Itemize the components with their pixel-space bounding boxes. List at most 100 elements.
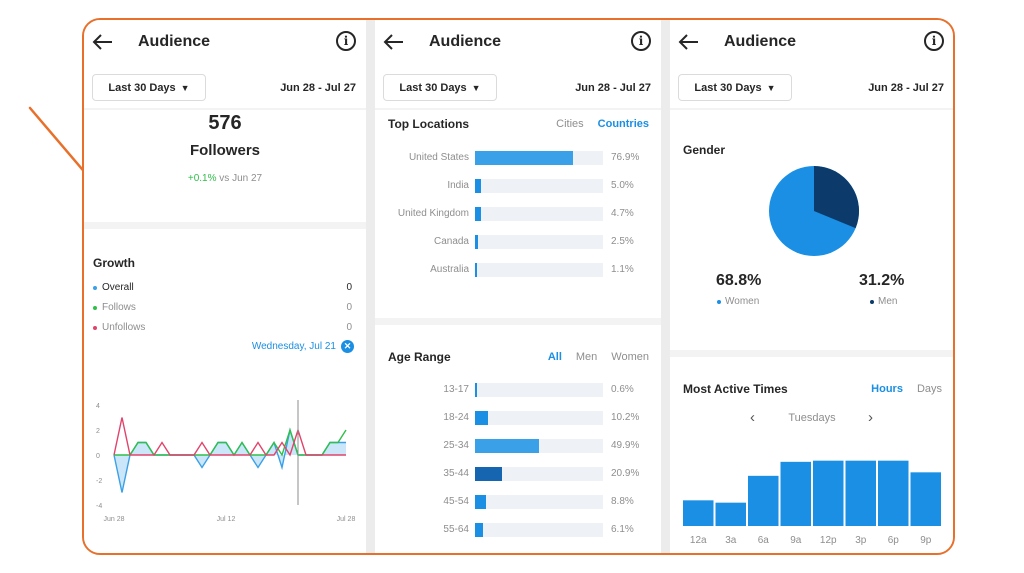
header: Audience i [375,20,661,66]
date-range-dropdown[interactable]: Last 30 Days ▼ [678,74,792,101]
men-value: 31.2% [859,272,905,289]
date-range-dropdown[interactable]: Last 30 Days ▼ [383,74,497,101]
bar-row: United States 76.9% [375,150,661,166]
back-arrow-icon[interactable] [92,32,114,52]
bar [475,439,539,453]
divider [670,108,953,110]
legend-label: Unfollows [102,322,146,333]
bar-value-label: 20.9% [611,468,640,479]
bar-label: India [447,180,469,191]
bar-track [475,467,603,481]
chevron-right-icon[interactable]: › [868,409,873,426]
tab-days[interactable]: Days [916,383,942,395]
legend-label: Overall [102,282,134,293]
gender-activity-panel: Audience i Last 30 Days ▼ Jun 28 - Jul 2… [670,20,954,553]
bar-label: United States [408,152,469,163]
tab-women[interactable]: Women [611,351,649,363]
hour-tick-label: 6a [758,535,770,546]
gender-pie-chart[interactable] [768,165,860,257]
tab-all[interactable]: All [547,351,562,363]
y-tick-label: -4 [96,503,102,510]
active-times-title: Most Active Times [683,382,788,396]
selected-date[interactable]: Wednesday, Jul 21 ✕ [252,340,354,353]
bar-row: 55-64 6.1% [375,522,661,538]
tab-men[interactable]: Men [575,351,598,363]
bar [475,523,483,537]
active-times-chart[interactable]: 12a 3a 6a 9a 12p 3p 6p 9p [670,440,954,552]
tab-cities[interactable]: Cities [556,118,584,130]
bar-value-label: 76.9% [611,152,640,163]
bar-label: Canada [433,236,469,247]
x-tick-label: Jun 28 [103,516,124,523]
tab-hours[interactable]: Hours [871,383,903,395]
info-icon[interactable]: i [336,31,356,51]
hour-bar [845,460,876,526]
bar-row: 45-54 8.8% [375,494,661,510]
bar [475,411,489,425]
chevron-left-icon[interactable]: ‹ [750,409,755,426]
bar-row: 18-24 10.2% [375,410,661,426]
bar-row: Canada 2.5% [375,234,661,250]
header: Audience i [84,20,366,66]
bar-track [475,523,603,537]
header: Audience i [670,20,953,66]
bar-value-label: 49.9% [611,440,640,451]
chevron-down-icon: ▼ [180,82,190,93]
bar-row: 25-34 49.9% [375,438,661,454]
clear-date-icon[interactable]: ✕ [341,340,354,353]
men-legend: Men [870,296,897,307]
bar-label: Australia [430,264,469,275]
bar-track [475,263,603,277]
info-icon[interactable]: i [924,31,944,51]
bar [475,467,502,481]
legend-overall[interactable]: Overall [93,282,134,293]
legend-value: 0 [346,322,352,333]
legend-follows[interactable]: Follows [93,302,136,313]
date-range-label: Last 30 Days [108,81,176,94]
page-title: Audience [138,33,211,50]
info-icon[interactable]: i [631,31,651,51]
date-range-text: Jun 28 - Jul 27 [575,82,651,94]
hour-bar [878,460,909,526]
chevron-down-icon: ▼ [766,82,776,93]
bar-value-label: 0.6% [611,384,634,395]
age-tabs: All Men Women [548,351,649,363]
pie-slice-men [814,166,859,229]
hour-bar [780,461,811,526]
y-tick-label: -2 [96,478,102,485]
women-label: Women [725,296,760,307]
women-legend: Women [717,296,759,307]
tab-countries[interactable]: Countries [597,118,649,130]
hour-tick-label: 3p [855,535,867,546]
bar-label: United Kingdom [397,208,469,219]
bar-track [475,383,603,397]
back-arrow-icon[interactable] [383,32,405,52]
followers-delta: +0.1% vs Jun 27 [84,173,366,184]
bar-row: United Kingdom 4.7% [375,206,661,222]
followers-label: Followers [189,142,260,159]
back-arrow-icon[interactable] [678,32,700,52]
bar-track [475,235,603,249]
legend-unfollows[interactable]: Unfollows [93,322,145,333]
delta-suffix: vs Jun 27 [219,173,263,184]
date-range-text: Jun 28 - Jul 27 [280,82,356,94]
divider [84,222,366,229]
unfollows-line [113,417,346,457]
bar [475,495,487,509]
bar-value-label: 10.2% [611,412,640,423]
x-tick-label: Jul 12 [217,516,236,523]
legend-value: 0 [346,282,352,293]
x-tick-label: Jul 28 [337,516,356,523]
bar [475,383,477,397]
hour-tick-label: 12p [820,535,837,546]
locations-age-panel: Audience i Last 30 Days ▼ Jun 28 - Jul 2… [375,20,661,553]
legend-dot-icon [93,325,97,330]
date-range-dropdown[interactable]: Last 30 Days ▼ [92,74,206,101]
date-range-label: Last 30 Days [399,81,467,94]
screenshot-frame: Audience i Last 30 Days ▼ Jun 28 - Jul 2… [82,18,955,555]
bar-value-label: 4.7% [611,208,634,219]
legend-dot-icon [870,299,874,304]
date-range-text: Jun 28 - Jul 27 [868,82,944,94]
